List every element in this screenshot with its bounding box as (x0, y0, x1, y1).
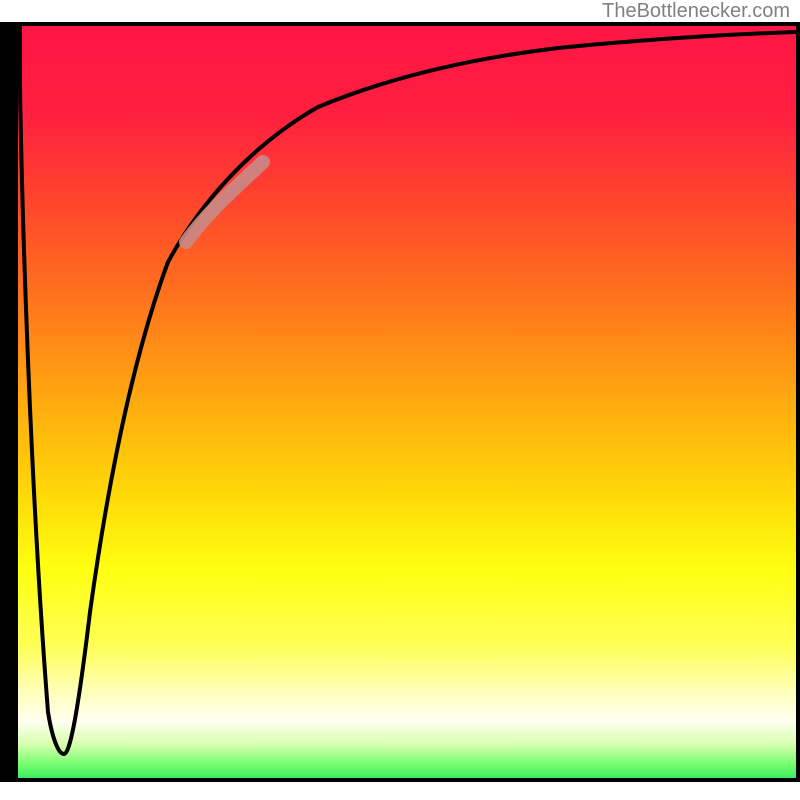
frame-top (0, 22, 800, 26)
attribution-text: TheBottlenecker.com (602, 0, 790, 23)
curve-layer (18, 22, 796, 782)
frame-bottom (0, 778, 800, 782)
highlight-segment (186, 162, 263, 242)
frame-left (0, 22, 18, 782)
frame-right (796, 22, 800, 782)
plot-area (18, 22, 796, 782)
bottleneck-curve (20, 22, 796, 754)
bottleneck-chart: TheBottlenecker.com (0, 0, 800, 800)
